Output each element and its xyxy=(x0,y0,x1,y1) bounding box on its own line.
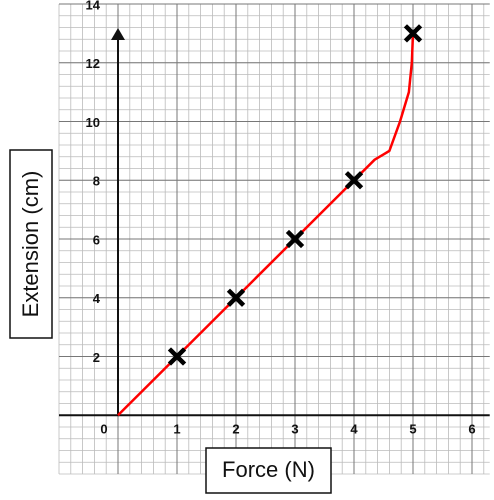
y-tick-label: 2 xyxy=(93,350,100,365)
y-tick-label: 4 xyxy=(93,291,101,306)
axis-arrow xyxy=(111,28,125,40)
data-point xyxy=(226,288,246,307)
x-label-box xyxy=(205,447,332,494)
fit-curve xyxy=(117,33,415,417)
x-tick-label: 5 xyxy=(409,422,416,437)
y-tick-label: 12 xyxy=(86,56,100,71)
data-point xyxy=(403,24,423,43)
grid xyxy=(58,3,490,475)
y-tick-label: 8 xyxy=(93,174,100,189)
x-tick-label: 6 xyxy=(468,422,475,437)
y-tick-label: 10 xyxy=(86,115,100,130)
x-axis-label: Force (N) xyxy=(222,457,315,482)
x-tick-label: 0 xyxy=(100,422,107,437)
data-point xyxy=(167,347,187,366)
x-tick-label: 3 xyxy=(291,422,298,437)
x-tick-label: 4 xyxy=(350,422,358,437)
x-tick-label: 1 xyxy=(173,422,180,437)
x-tick-label: 2 xyxy=(232,422,239,437)
y-axis-label: Extension (cm) xyxy=(18,171,43,318)
y-tick-label: 6 xyxy=(93,232,100,247)
y-label-box xyxy=(9,149,53,339)
data-point xyxy=(344,171,364,190)
y-tick-label: 14 xyxy=(86,0,101,12)
data-point xyxy=(285,229,305,249)
